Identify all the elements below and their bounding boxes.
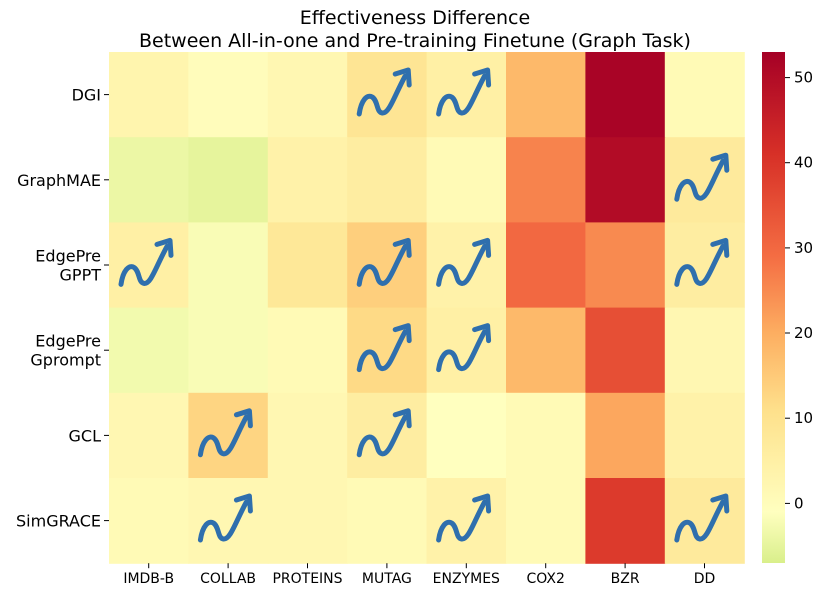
trend-arrow-icon: [436, 493, 492, 543]
heatmap-cell-r5-c4: [426, 478, 507, 564]
column-label: BZR: [611, 571, 640, 587]
trend-arrow-icon: [674, 152, 730, 202]
heatmap-cell-r1-c1: [188, 137, 269, 223]
heatmap-cell-r1-c2: [267, 137, 348, 223]
trend-arrow-icon: [436, 323, 492, 373]
heatmap-cell-r2-c6: [585, 222, 666, 309]
colorbar-tick-label: 0: [794, 494, 804, 512]
trend-arrow-icon: [197, 493, 253, 543]
column-label: COLLAB: [200, 571, 256, 587]
heatmap-cell-r0-c1: [188, 52, 269, 138]
heatmap-cell-r3-c7: [664, 307, 745, 394]
heatmap-cell-r0-c3: [347, 52, 428, 138]
heatmap-cell-r3-c6: [585, 307, 666, 394]
colorbar-tick-label: 40: [794, 154, 813, 172]
colorbar-tick-label: 20: [794, 324, 813, 342]
heatmap-cell-r2-c0: [109, 222, 189, 309]
heatmap-cell-r4-c1: [188, 392, 269, 479]
heatmap-cell-r3-c0: [109, 307, 189, 394]
heatmap-cell-r0-c6: [585, 52, 666, 138]
heatmap-cell-r5-c3: [347, 478, 428, 564]
trend-arrow-icon: [436, 237, 492, 287]
heatmap-cell-r0-c5: [506, 52, 586, 138]
heatmap-cell-r1-c5: [506, 137, 586, 223]
heatmap-cell-r1-c4: [426, 137, 507, 223]
heatmap-cell-r0-c2: [267, 52, 348, 138]
trend-arrow-icon: [356, 67, 412, 117]
row-label: EdgePre Gprompt: [30, 332, 101, 370]
heatmap-cell-r1-c0: [109, 137, 189, 223]
column-label: COX2: [526, 571, 564, 587]
heatmap-cell-r5-c5: [506, 478, 586, 564]
heatmap-cell-r2-c1: [188, 222, 269, 309]
chart-title-line-2: Between All-in-one and Pre-training Fine…: [139, 30, 691, 52]
heatmap-cell-r5-c1: [188, 478, 269, 564]
heatmap-cell-r4-c5: [506, 392, 586, 479]
heatmap-cell-r4-c3: [347, 392, 428, 479]
row-label: GCL: [69, 426, 102, 445]
colorbar-tick-label: 50: [794, 69, 813, 87]
heatmap-cell-r4-c7: [664, 392, 745, 479]
heatmap-cell-r2-c4: [426, 222, 507, 309]
heatmap-cell-r5-c6: [585, 478, 666, 564]
heatmap-cell-r2-c2: [267, 222, 348, 309]
heatmap-cell-r3-c3: [347, 307, 428, 394]
column-label: ENZYMES: [433, 571, 500, 587]
heatmap-cell-r4-c6: [585, 392, 666, 479]
heatmap-cell-r0-c7: [664, 52, 745, 138]
heatmap-cell-r1-c6: [585, 137, 666, 223]
heatmap-cell-r1-c3: [347, 137, 428, 223]
heatmap-cell-r2-c5: [506, 222, 586, 309]
heatmap-cell-r0-c0: [109, 52, 189, 138]
trend-arrow-icon: [674, 237, 730, 287]
chart-title-line-1: Effectiveness Difference: [300, 7, 530, 29]
heatmap-cell-r3-c5: [506, 307, 586, 394]
trend-arrow-icon: [436, 67, 492, 117]
heatmap-cell-r5-c7: [664, 478, 745, 564]
heatmap-cell-r0-c4: [426, 52, 507, 138]
row-label: EdgePre GPPT: [35, 247, 101, 285]
column-label: MUTAG: [362, 571, 412, 587]
colorbar-tick-label: 10: [794, 409, 813, 427]
colorbar: [762, 52, 785, 563]
heatmap-cell-r1-c7: [664, 137, 745, 223]
trend-arrow-icon: [356, 237, 412, 287]
row-label: DGI: [72, 86, 101, 105]
heatmap-cell-r5-c2: [267, 478, 348, 564]
trend-arrow-icon: [674, 493, 730, 543]
colorbar-tick-label: 30: [794, 239, 813, 257]
column-label: IMDB-B: [123, 571, 174, 587]
row-label: SimGRACE: [16, 512, 101, 531]
row-label: GraphMAE: [17, 171, 101, 190]
heatmap-cell-r4-c2: [267, 392, 348, 479]
trend-arrow-icon: [118, 237, 174, 287]
heatmap-cell-r4-c4: [426, 392, 507, 479]
trend-arrow-icon: [356, 408, 412, 458]
heatmap-cell-r4-c0: [109, 392, 189, 479]
trend-arrow-icon: [197, 408, 253, 458]
heatmap-cell-r3-c1: [188, 307, 269, 394]
heatmap-cell-r5-c0: [109, 478, 189, 564]
column-label: PROTEINS: [272, 571, 342, 587]
column-label: DD: [694, 571, 716, 587]
heatmap-cell-r3-c4: [426, 307, 507, 394]
heatmap-cell-r3-c2: [267, 307, 348, 394]
heatmap-cell-r2-c3: [347, 222, 428, 309]
heatmap-cell-r2-c7: [664, 222, 745, 309]
trend-arrow-icon: [356, 323, 412, 373]
